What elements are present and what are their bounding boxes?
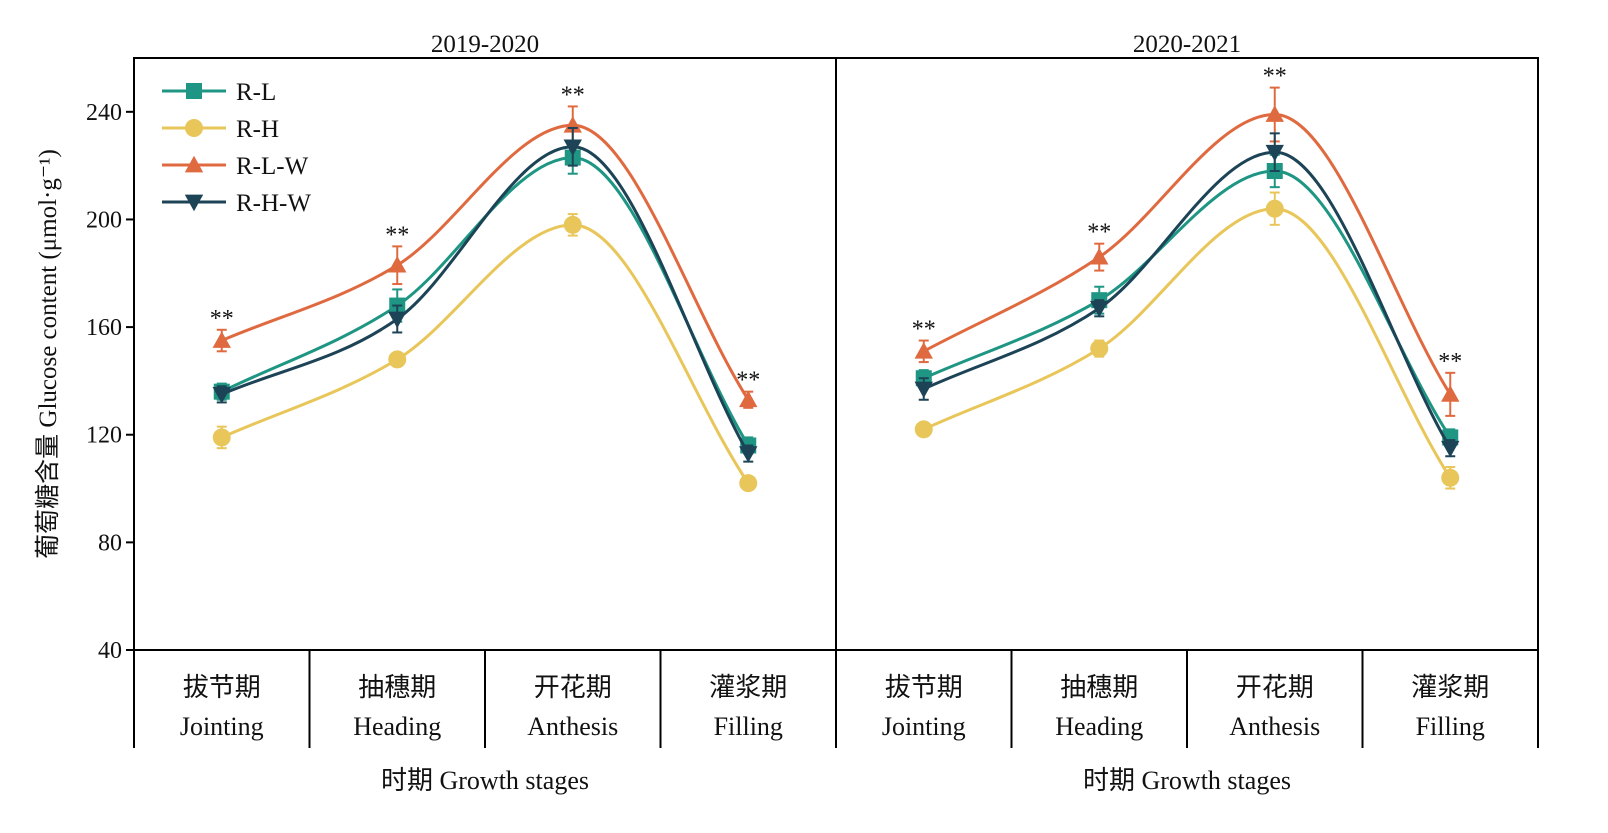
category-label-en: Heading [353, 712, 441, 741]
marker-triangle-up [1090, 247, 1109, 265]
panel-2: 2020-2021 ** ** ** ** [912, 31, 1462, 490]
marker-triangle-down [184, 194, 204, 212]
significance-label: ** [736, 368, 760, 394]
category-label-en: Filling [1416, 712, 1485, 741]
panel-title: 2020-2021 [1133, 31, 1241, 58]
y-axis-label: 葡萄糖含量 Glucose content (μmol·g⁻¹) [34, 149, 62, 559]
marker-triangle-down [1441, 440, 1460, 458]
category-label-en: Anthesis [527, 712, 618, 741]
marker-triangle-up [212, 331, 231, 348]
marker-triangle-up [739, 390, 758, 408]
significance-label: ** [210, 306, 234, 332]
marker-circle [563, 215, 582, 234]
category-label-en: Anthesis [1229, 712, 1320, 741]
legend-item-R-L: R-L [162, 79, 276, 106]
marker-square [186, 83, 202, 99]
x-axis-label: 时期 Growth stages [1083, 766, 1291, 795]
y-tick-label: 160 [86, 315, 122, 341]
marker-circle [212, 428, 231, 447]
panel-title: 2019-2020 [431, 31, 539, 58]
marker-triangle-up [1265, 105, 1284, 122]
category-label-en: Jointing [882, 712, 966, 741]
marker-triangle-down [563, 139, 582, 156]
marker-triangle-down [388, 311, 407, 329]
series-R-H [914, 191, 1460, 490]
y-tick-label: 120 [86, 423, 122, 449]
marker-circle [388, 350, 407, 369]
series-R-L-W [914, 86, 1460, 417]
panel-1: 2019-2020 ** ** ** ** [210, 31, 760, 493]
category-label-en: Filling [714, 712, 783, 741]
category-label-cn: 拔节期 [183, 673, 261, 702]
legend-item-R-L-W: R-L-W [162, 153, 309, 180]
category-label-en: Jointing [180, 712, 264, 741]
category-label-cn: 灌浆期 [1411, 673, 1489, 702]
y-tick-label: 200 [86, 207, 122, 233]
marker-triangle-up [388, 256, 407, 273]
marker-triangle-up [1441, 385, 1460, 402]
category-label-cn: 灌浆期 [709, 673, 787, 702]
series-line [923, 150, 1452, 449]
chart-frame [133, 57, 1539, 651]
series-R-H-W [212, 126, 758, 463]
marker-triangle-down [212, 387, 231, 404]
category-label-en: Heading [1055, 712, 1143, 741]
legend-label: R-H-W [236, 190, 311, 217]
marker-circle [1265, 199, 1284, 218]
series-line [221, 145, 750, 455]
marker-circle [914, 420, 933, 439]
legend-label: R-L [236, 79, 276, 106]
series-line [923, 113, 1452, 396]
legend: R-L R-H R-L-W R-H-W [162, 79, 311, 217]
significance-label: ** [1438, 349, 1462, 375]
series-R-L [915, 153, 1459, 447]
series-line [221, 223, 750, 485]
marker-circle [739, 474, 758, 493]
category-label-cn: 开花期 [1236, 673, 1314, 702]
series-line [221, 123, 750, 401]
category-label-cn: 开花期 [534, 673, 612, 702]
y-tick-label: 240 [86, 100, 122, 126]
plot-panels: 2019-2020 ** ** ** ** 2020-2021 ** ** ** ** [210, 31, 1462, 493]
legend-item-R-H: R-H [162, 116, 279, 143]
series-line [923, 169, 1452, 439]
category-label-cn: 抽穗期 [1060, 673, 1138, 702]
marker-circle [185, 119, 203, 137]
legend-item-R-H-W: R-H-W [162, 190, 311, 217]
marker-triangle-up [184, 155, 204, 173]
y-tick-label: 80 [98, 530, 122, 556]
marker-triangle-up [914, 342, 933, 359]
marker-triangle-down [739, 446, 758, 463]
marker-triangle-down [914, 381, 933, 399]
category-label-cn: 抽穗期 [358, 673, 436, 702]
y-tick-label: 40 [98, 638, 122, 664]
legend-label: R-H [236, 116, 279, 143]
marker-triangle-down [1090, 300, 1109, 318]
marker-circle [1441, 468, 1460, 487]
x-axis-label: 时期 Growth stages [381, 766, 589, 795]
significance-label: ** [1263, 64, 1287, 90]
category-label-cn: 拔节期 [885, 673, 963, 702]
marker-triangle-down [1265, 144, 1284, 162]
significance-label: ** [385, 222, 409, 248]
significance-label: ** [1087, 220, 1111, 246]
marker-circle [1090, 339, 1109, 358]
legend-label: R-L-W [236, 153, 309, 180]
y-axis: 40 80 120 160 200 240 葡萄糖含量 Glucose content (μ… [34, 100, 134, 664]
x-axis: 拔节期 Jointing 抽穗期 Heading 开花期 Anthesis 灌浆期 Filli… [133, 650, 1539, 795]
series-line [923, 207, 1452, 479]
series-R-H [212, 213, 758, 493]
significance-label: ** [561, 82, 585, 108]
series-R-L-W [212, 105, 758, 409]
significance-label: ** [912, 317, 936, 343]
series-R-H-W [914, 132, 1460, 458]
